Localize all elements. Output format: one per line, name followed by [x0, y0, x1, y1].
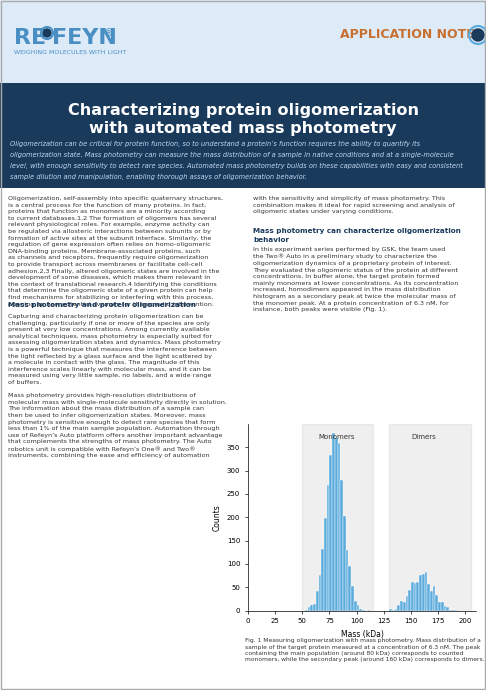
Text: In this experiment series performed by GSK, the team used
the Two® Auto in a pre: In this experiment series performed by G…	[253, 247, 458, 313]
Bar	[419, 575, 422, 611]
Bar	[389, 424, 471, 611]
Circle shape	[286, 41, 334, 89]
Bar	[316, 591, 318, 611]
Bar	[427, 584, 430, 611]
Bar	[425, 572, 427, 611]
Bar	[441, 602, 444, 611]
Bar	[435, 595, 438, 611]
Bar	[343, 516, 346, 611]
Bar	[400, 601, 403, 611]
Text: Monomers: Monomers	[319, 434, 355, 440]
Circle shape	[298, 53, 322, 77]
Circle shape	[281, 0, 479, 139]
Bar	[351, 586, 354, 611]
Y-axis label: Counts: Counts	[212, 504, 221, 531]
Circle shape	[36, 46, 84, 94]
Text: Characterizing protein oligomerization: Characterizing protein oligomerization	[68, 103, 418, 118]
Text: APPLICATION NOTE: APPLICATION NOTE	[340, 28, 475, 41]
FancyBboxPatch shape	[0, 83, 486, 188]
Bar	[348, 566, 351, 611]
Circle shape	[392, 6, 469, 83]
Circle shape	[386, 26, 486, 134]
Circle shape	[422, 62, 458, 98]
Bar	[311, 605, 313, 611]
Bar	[408, 590, 411, 611]
Circle shape	[165, 85, 195, 115]
Circle shape	[180, 35, 220, 75]
Bar	[324, 518, 327, 611]
Text: level, with enough sensitivity to detect rare species. Automated mass photometry: level, with enough sensitivity to detect…	[10, 163, 463, 169]
Circle shape	[0, 0, 132, 142]
Bar	[422, 574, 425, 611]
Bar	[357, 604, 359, 611]
Circle shape	[190, 45, 210, 65]
Bar	[335, 438, 338, 611]
Bar	[327, 484, 330, 611]
Circle shape	[150, 70, 210, 130]
Circle shape	[43, 29, 51, 37]
Text: Mass photometry can characterize oligomerization: Mass photometry can characterize oligome…	[253, 228, 461, 234]
Text: with automated mass photometry: with automated mass photometry	[89, 121, 397, 136]
Bar	[411, 582, 414, 611]
Text: Fig. 1 Measuring oligomerization with mass photometry. Mass distribution of a sa: Fig. 1 Measuring oligomerization with ma…	[245, 638, 485, 662]
Text: with the sensitivity and simplicity of mass photometry. This
combination makes i: with the sensitivity and simplicity of m…	[253, 196, 454, 214]
Circle shape	[472, 29, 484, 41]
Bar	[340, 480, 343, 611]
Bar	[414, 583, 417, 611]
Text: sample dilution and manipulation, enabling thorough assays of oligomerization be: sample dilution and manipulation, enabli…	[10, 174, 307, 180]
Bar	[417, 582, 419, 611]
FancyBboxPatch shape	[0, 188, 486, 690]
Text: Oligomerization, self-assembly into specific quaternary structures,
is a central: Oligomerization, self-assembly into spec…	[8, 196, 223, 306]
Bar	[444, 606, 446, 611]
Bar	[346, 550, 348, 611]
Bar	[438, 602, 441, 611]
Bar	[359, 609, 362, 611]
X-axis label: Mass (kDa): Mass (kDa)	[341, 630, 383, 639]
Bar	[406, 595, 408, 611]
Circle shape	[58, 83, 91, 117]
Bar	[362, 610, 365, 611]
Text: ®: ®	[104, 28, 114, 38]
Bar	[430, 591, 433, 611]
Bar	[389, 609, 392, 611]
Bar	[398, 604, 400, 611]
Bar	[433, 586, 435, 611]
Text: behavior: behavior	[253, 237, 289, 243]
Text: WEIGHING MOLECULES WITH LIGHT: WEIGHING MOLECULES WITH LIGHT	[14, 50, 126, 55]
Circle shape	[314, 0, 446, 106]
Circle shape	[404, 44, 476, 116]
Circle shape	[372, 0, 486, 103]
FancyBboxPatch shape	[0, 0, 486, 83]
Circle shape	[411, 26, 449, 64]
Bar	[367, 610, 370, 611]
Bar	[354, 601, 357, 611]
Circle shape	[274, 29, 346, 101]
Circle shape	[42, 67, 108, 133]
Bar	[395, 609, 398, 611]
Bar	[330, 455, 332, 611]
Circle shape	[347, 7, 413, 73]
Text: Dimers: Dimers	[412, 434, 436, 440]
Bar	[308, 607, 311, 611]
Circle shape	[170, 26, 230, 85]
Text: oligomerization state. Mass photometry can measure the mass distribution of a sa: oligomerization state. Mass photometry c…	[10, 152, 454, 158]
Bar	[313, 604, 316, 611]
Circle shape	[25, 50, 124, 150]
Text: Mass photometry and protein oligomerization: Mass photometry and protein oligomerizat…	[8, 302, 196, 308]
Text: Oligomerization can be critical for protein function, so to understand a protein: Oligomerization can be critical for prot…	[10, 141, 420, 147]
Text: Capturing and characterizing protein oligomerization can be
challenging, particu: Capturing and characterizing protein oli…	[8, 314, 227, 458]
Bar	[446, 607, 449, 611]
Bar	[403, 602, 406, 611]
Bar	[332, 433, 335, 611]
Circle shape	[135, 55, 225, 145]
Text: FEYN: FEYN	[52, 28, 117, 48]
Bar	[321, 549, 324, 611]
Circle shape	[12, 22, 108, 118]
Text: RE: RE	[14, 28, 46, 48]
Bar	[338, 442, 340, 611]
Bar	[302, 424, 373, 611]
Bar	[318, 575, 321, 611]
Bar	[392, 610, 395, 611]
